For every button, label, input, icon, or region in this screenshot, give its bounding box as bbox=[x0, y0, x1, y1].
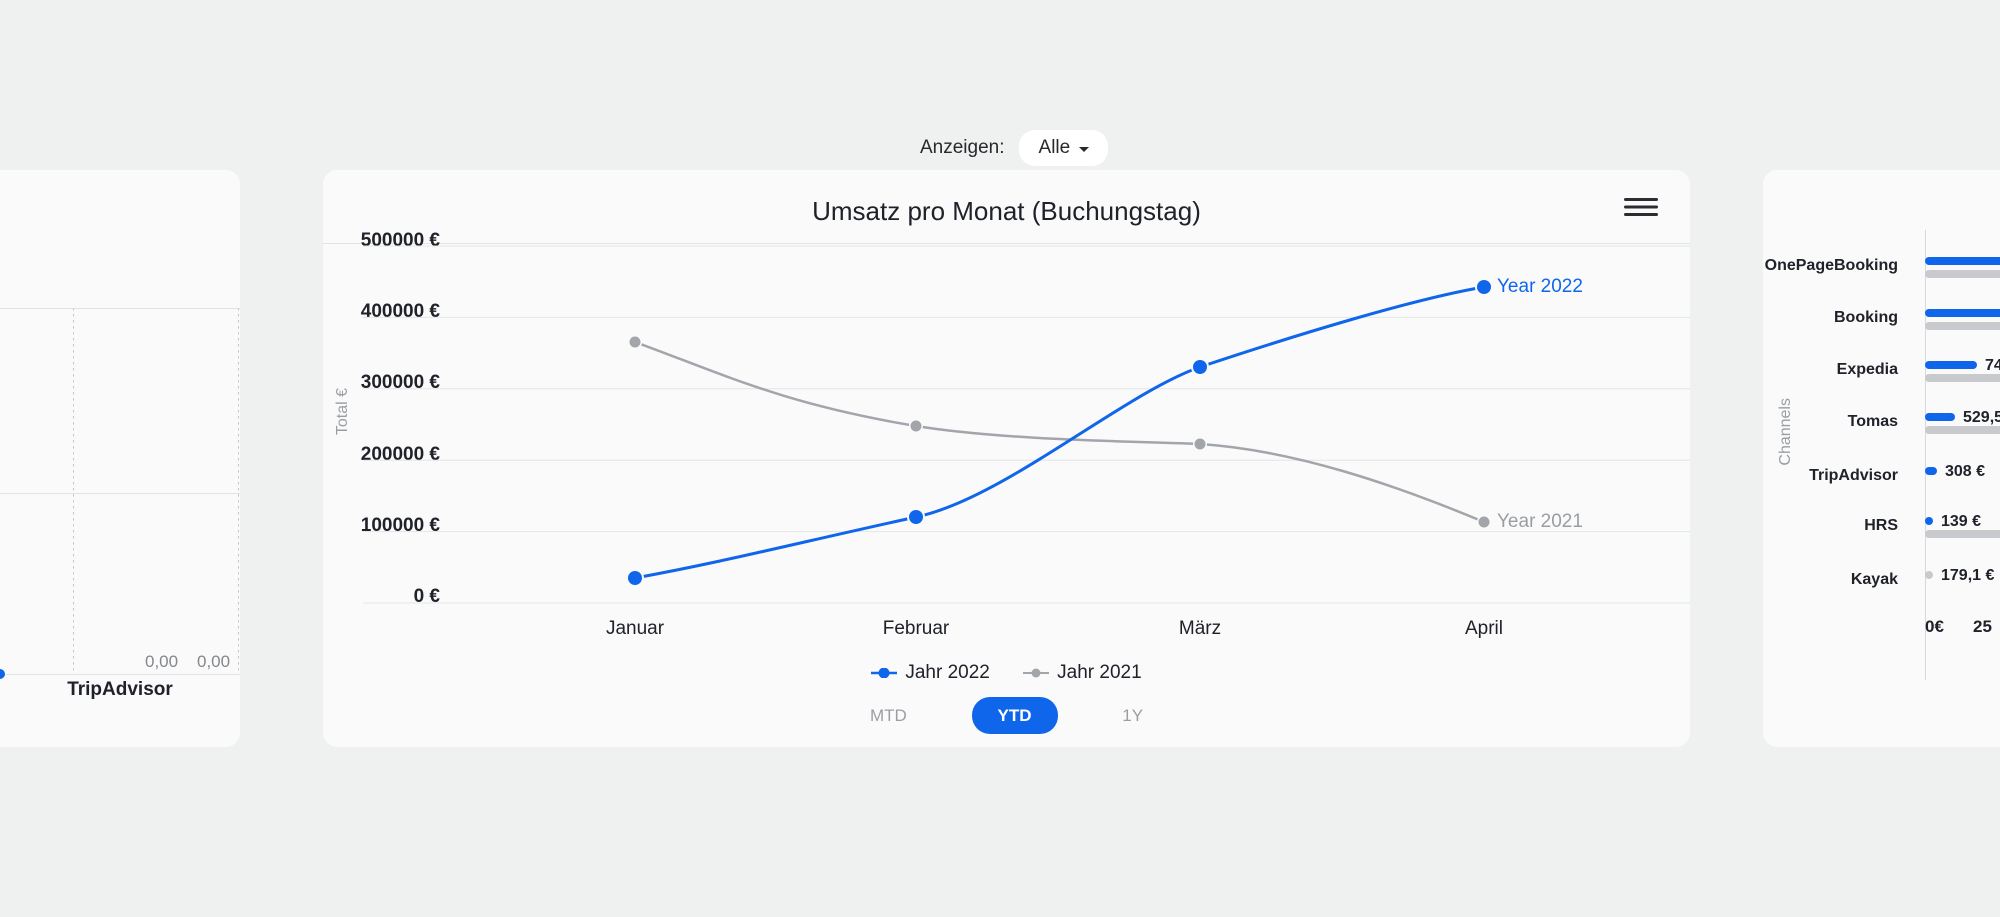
svg-text:Year 2022: Year 2022 bbox=[1497, 276, 1583, 297]
svg-text:Year 2021: Year 2021 bbox=[1497, 511, 1583, 532]
